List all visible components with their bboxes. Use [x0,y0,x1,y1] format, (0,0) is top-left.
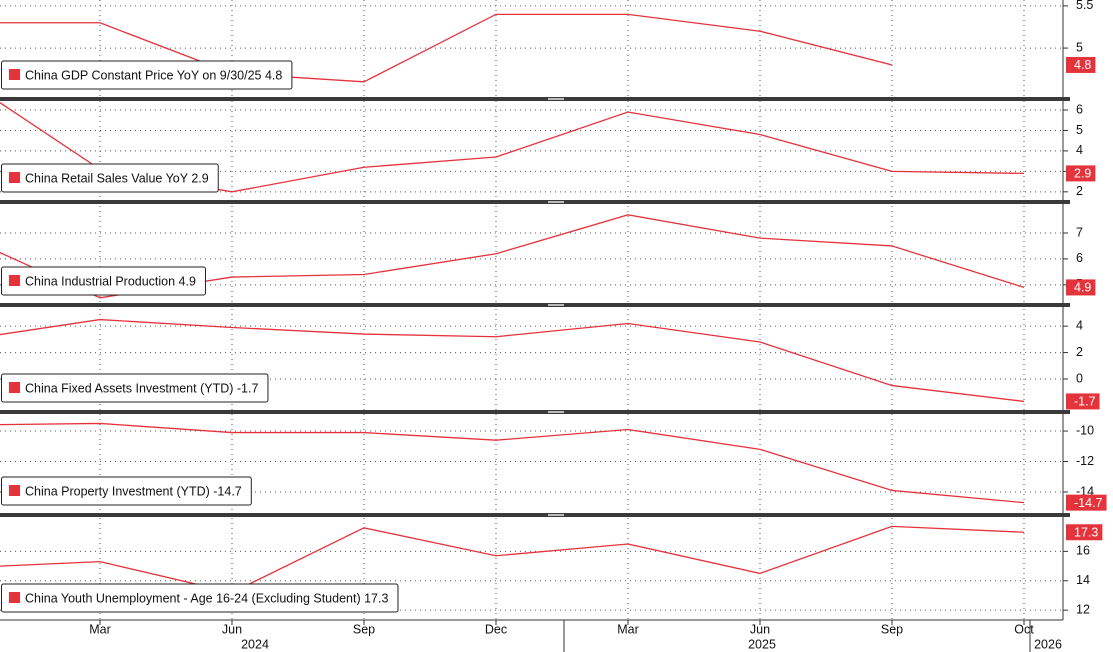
separator-handle [548,201,564,203]
legend-swatch [9,382,20,393]
value-label: 2.9 [1074,167,1091,181]
data-line [0,422,1025,504]
y-tick-label: 16 [1076,544,1090,558]
separator-handle [548,411,564,413]
legend-swatch [9,69,20,80]
legend-swatch [9,485,20,496]
legend-box [1,163,219,193]
x-year-label: 2024 [241,637,269,651]
value-label-box [1066,279,1096,296]
legend-label: China Property Investment (YTD) -14.7 [25,484,242,498]
value-label-box [1066,165,1096,182]
panel-separator [0,513,1070,517]
y-tick-label: 7 [1076,225,1083,239]
separator-handle [548,514,564,516]
x-tick-label: Mar [617,622,639,636]
y-tick-label: 2 [1076,184,1083,198]
x-tick-label: Sep [353,622,375,636]
x-tick-label: Mar [89,622,111,636]
y-tick-label: 12 [1076,602,1090,616]
x-tick-label: Jun [222,622,242,636]
data-line [0,318,1025,403]
x-tick-label: Sep [881,622,903,636]
y-tick-label: 5 [1076,40,1083,54]
value-label-box [1066,56,1096,73]
data-line [0,13,893,83]
legend-label: China Youth Unemployment - Age 16-24 (Ex… [25,591,388,605]
legend-label: China Retail Sales Value YoY 2.9 [25,171,209,185]
legend-label: China Industrial Production 4.9 [25,274,196,288]
legend-box [1,476,252,506]
y-tick-label: 5.5 [1076,0,1093,12]
panel-separator [0,200,1070,204]
legend-box [1,373,269,403]
legend-box [1,266,206,296]
y-tick-label: 4 [1076,318,1083,332]
panel-separator [0,97,1070,101]
value-label: 17.3 [1074,526,1098,540]
value-label-box [1066,393,1100,410]
y-tick-label: 4 [1076,143,1083,157]
y-tick-label: 0 [1076,371,1083,385]
value-label: -14.7 [1074,496,1103,510]
x-tick-label: Oct [1014,622,1034,636]
value-label-box [1066,524,1103,541]
y-tick-label: 6 [1076,102,1083,116]
value-label: 4.9 [1074,281,1091,295]
legend-label: China Fixed Assets Investment (YTD) -1.7 [25,381,258,395]
y-tick-label: 6 [1076,251,1083,265]
value-label-box [1066,494,1107,511]
legend-box [1,60,293,90]
legend-label: China GDP Constant Price YoY on 9/30/25 … [25,68,282,82]
y-tick-label: 14 [1076,573,1090,587]
panel-separator [0,303,1070,307]
y-tick-label: -12 [1076,454,1094,468]
separator-handle [548,304,564,306]
legend-swatch [9,172,20,183]
data-line [0,525,1025,594]
separator-handle [548,98,564,100]
x-year-label: 2026 [1034,637,1062,651]
panel-separator [0,410,1070,414]
x-tick-label: Dec [485,622,507,636]
value-label: -1.7 [1074,395,1096,409]
legend-box [1,583,399,613]
x-tick-label: Jun [750,622,770,636]
y-tick-label: 5 [1076,123,1083,137]
y-tick-label: -10 [1076,423,1094,437]
x-year-label: 2025 [748,637,776,651]
value-label: 4.8 [1074,58,1091,72]
legend-swatch [9,592,20,603]
legend-swatch [9,275,20,286]
y-tick-label: 2 [1076,345,1083,359]
